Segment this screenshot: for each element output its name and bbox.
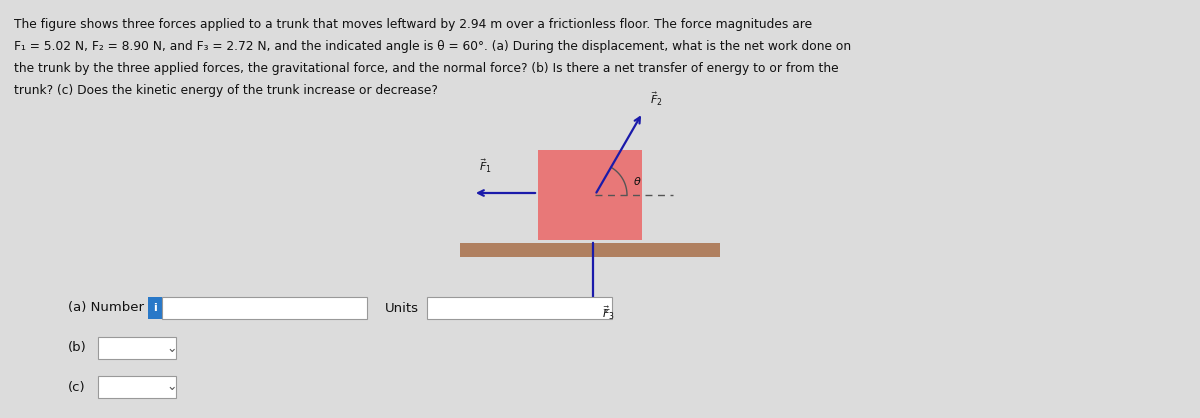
Text: $\vec{F}_1$: $\vec{F}_1$ — [479, 158, 491, 175]
Text: ⌄: ⌄ — [166, 380, 176, 393]
Text: ⌄: ⌄ — [166, 342, 176, 354]
Text: $\vec{F}_2$: $\vec{F}_2$ — [650, 90, 664, 108]
Text: (b): (b) — [68, 342, 86, 354]
Bar — [162, 297, 367, 319]
Text: (c): (c) — [68, 380, 85, 393]
Text: i: i — [154, 303, 157, 313]
Text: F₁ = 5.02 N, F₂ = 8.90 N, and F₃ = 2.72 N, and the indicated angle is θ = 60°. (: F₁ = 5.02 N, F₂ = 8.90 N, and F₃ = 2.72 … — [14, 40, 851, 53]
Text: trunk? (c) Does the kinetic energy of the trunk increase or decrease?: trunk? (c) Does the kinetic energy of th… — [14, 84, 438, 97]
Text: the trunk by the three applied forces, the gravitational force, and the normal f: the trunk by the three applied forces, t… — [14, 62, 839, 75]
Bar — [460, 243, 720, 257]
Bar — [98, 337, 176, 359]
Text: ⌄: ⌄ — [600, 301, 611, 314]
Bar — [148, 297, 162, 319]
Text: (a) Number: (a) Number — [68, 301, 144, 314]
Bar — [538, 150, 642, 240]
Text: Units: Units — [385, 301, 419, 314]
Bar — [427, 297, 612, 319]
Bar — [98, 376, 176, 398]
Text: $\vec{F}_3$: $\vec{F}_3$ — [602, 304, 614, 321]
Text: $\theta$: $\theta$ — [634, 175, 642, 187]
Text: The figure shows three forces applied to a trunk that moves leftward by 2.94 m o: The figure shows three forces applied to… — [14, 18, 812, 31]
